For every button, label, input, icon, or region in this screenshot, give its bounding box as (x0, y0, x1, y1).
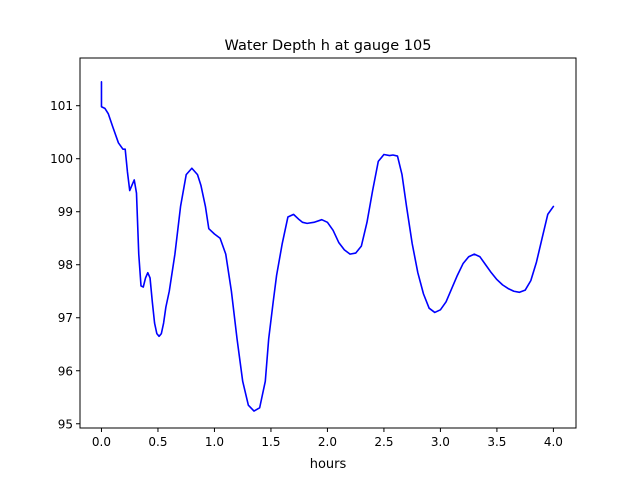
y-tick-label: 101 (50, 99, 73, 113)
x-axis-label: hours (310, 457, 347, 472)
y-tick-label: 98 (58, 258, 73, 272)
series-line (100, 81, 555, 412)
x-tick-label: 1.5 (261, 435, 280, 449)
chart-title: Water Depth h at gauge 105 (225, 38, 432, 54)
y-tick-label: 97 (58, 311, 73, 325)
x-tick-label: 2.5 (374, 435, 393, 449)
x-tick-label: 0.0 (92, 435, 111, 449)
x-tick-label: 0.5 (148, 435, 167, 449)
y-tick-label: 96 (58, 364, 73, 378)
x-tick-label: 3.5 (487, 435, 506, 449)
x-tick-label: 2.0 (318, 435, 337, 449)
y-tick-label: 100 (50, 152, 73, 166)
x-axis: 0.0 0.5 1.0 1.5 2.0 2.5 3.0 3.5 4.0 (92, 428, 563, 449)
x-tick-label: 4.0 (544, 435, 563, 449)
y-tick-label: 99 (58, 205, 73, 219)
series-layer (100, 81, 555, 412)
y-axis: 95 96 97 98 99 100 101 (50, 99, 80, 431)
plot-frame (79, 57, 577, 429)
y-tick-label: 95 (58, 417, 73, 431)
x-tick-label: 1.0 (205, 435, 224, 449)
x-tick-label: 3.0 (431, 435, 450, 449)
plot-area (80, 58, 576, 428)
